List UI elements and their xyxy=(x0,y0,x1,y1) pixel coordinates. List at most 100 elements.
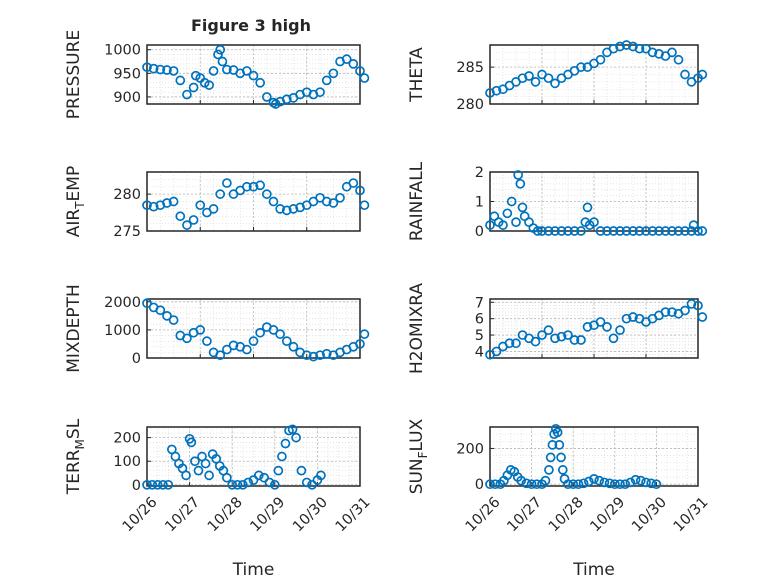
data-point xyxy=(490,479,501,490)
plot-border xyxy=(489,298,699,359)
data-point xyxy=(531,479,542,490)
data-point xyxy=(208,66,219,76)
data-point xyxy=(697,312,708,322)
data-point xyxy=(355,339,365,349)
data-point xyxy=(335,192,345,203)
data-point xyxy=(680,69,690,80)
data-point xyxy=(550,226,560,236)
data-point xyxy=(502,208,513,219)
data-point xyxy=(498,220,508,230)
y-axis-label: THETA xyxy=(407,47,427,103)
data-point xyxy=(556,226,567,236)
data-point xyxy=(308,351,319,362)
data-point xyxy=(573,479,584,490)
data-point xyxy=(328,68,339,79)
data-point xyxy=(673,226,684,236)
y-tick-label: 2 xyxy=(475,165,484,181)
data-point xyxy=(288,341,299,352)
y-tick-label: 100 xyxy=(113,454,141,470)
data-point xyxy=(557,465,568,475)
data-point xyxy=(568,479,579,490)
data-point xyxy=(552,427,563,438)
data-point xyxy=(543,226,554,236)
data-point xyxy=(550,333,560,344)
data-point xyxy=(200,458,211,469)
data-point xyxy=(602,226,612,236)
subplot-5: 0 1000 2000 MIXDEPTH xyxy=(64,284,370,373)
data-point xyxy=(556,452,566,463)
data-point xyxy=(602,322,612,332)
data-point xyxy=(238,479,248,490)
data-point xyxy=(168,196,179,207)
x-tick-label: 10/31 xyxy=(333,494,374,535)
data-point xyxy=(168,315,179,325)
data-point xyxy=(152,479,163,490)
y-tick-label: 285 xyxy=(456,60,484,76)
data-point xyxy=(301,350,312,361)
y-tick-label: 4 xyxy=(475,344,484,360)
subplot-3: 275 280 AIRTEMP xyxy=(64,166,370,240)
subplot-2: 280 285 THETA xyxy=(407,40,708,113)
data-point xyxy=(277,451,287,462)
x-tick-label: 10/26 xyxy=(463,494,504,535)
data-point xyxy=(202,336,212,346)
data-point xyxy=(204,80,214,90)
data-point xyxy=(532,226,543,236)
data-point xyxy=(222,64,232,75)
data-point xyxy=(208,204,219,214)
data-point xyxy=(608,333,619,344)
data-point xyxy=(608,226,619,236)
data-point xyxy=(693,300,703,311)
data-point xyxy=(599,477,610,488)
y-tick-label: 1000 xyxy=(104,323,141,339)
data-point xyxy=(634,226,645,236)
data-point xyxy=(181,470,191,481)
data-point xyxy=(269,479,280,490)
data-point xyxy=(647,226,658,236)
data-point xyxy=(243,477,254,488)
data-point xyxy=(594,475,605,486)
data-point xyxy=(543,325,554,335)
data-point xyxy=(697,226,708,236)
data-point xyxy=(348,178,359,188)
data-point xyxy=(253,470,264,481)
data-point xyxy=(341,54,352,65)
data-point xyxy=(163,479,174,490)
subplot-8: 10/26 10/27 10/28 10/29 10/30 10/31 0 200 SUNFLU… xyxy=(407,418,712,580)
data-point xyxy=(680,305,690,316)
x-tick-label: 10/26 xyxy=(120,494,161,535)
y-tick-label: 1000 xyxy=(104,43,141,59)
data-point xyxy=(142,479,152,490)
data-point xyxy=(485,220,495,230)
data-point xyxy=(162,311,172,321)
data-point xyxy=(641,226,651,236)
data-point xyxy=(281,94,292,105)
data-point xyxy=(504,338,515,349)
y-tick-label: 0 xyxy=(475,224,484,240)
x-tick-label: 10/30 xyxy=(290,494,331,535)
data-point xyxy=(615,41,625,52)
data-point xyxy=(576,226,586,236)
data-point xyxy=(550,78,560,89)
data-point xyxy=(660,307,671,317)
data-point xyxy=(248,475,259,485)
data-point xyxy=(186,437,197,448)
data-point xyxy=(142,298,152,309)
data-point xyxy=(589,473,599,484)
plot-border xyxy=(489,426,699,487)
data-point xyxy=(190,456,200,467)
data-point xyxy=(268,325,279,335)
data-point xyxy=(604,478,615,489)
data-point xyxy=(628,312,638,322)
data-point xyxy=(513,170,524,180)
data-point xyxy=(686,299,697,309)
data-point xyxy=(697,69,708,80)
data-point xyxy=(680,226,690,236)
data-point xyxy=(281,205,292,216)
data-point xyxy=(651,479,662,490)
data-point xyxy=(517,202,528,213)
data-point xyxy=(554,440,565,450)
data-point xyxy=(359,329,370,339)
data-point xyxy=(168,66,179,76)
data-point xyxy=(563,330,573,340)
